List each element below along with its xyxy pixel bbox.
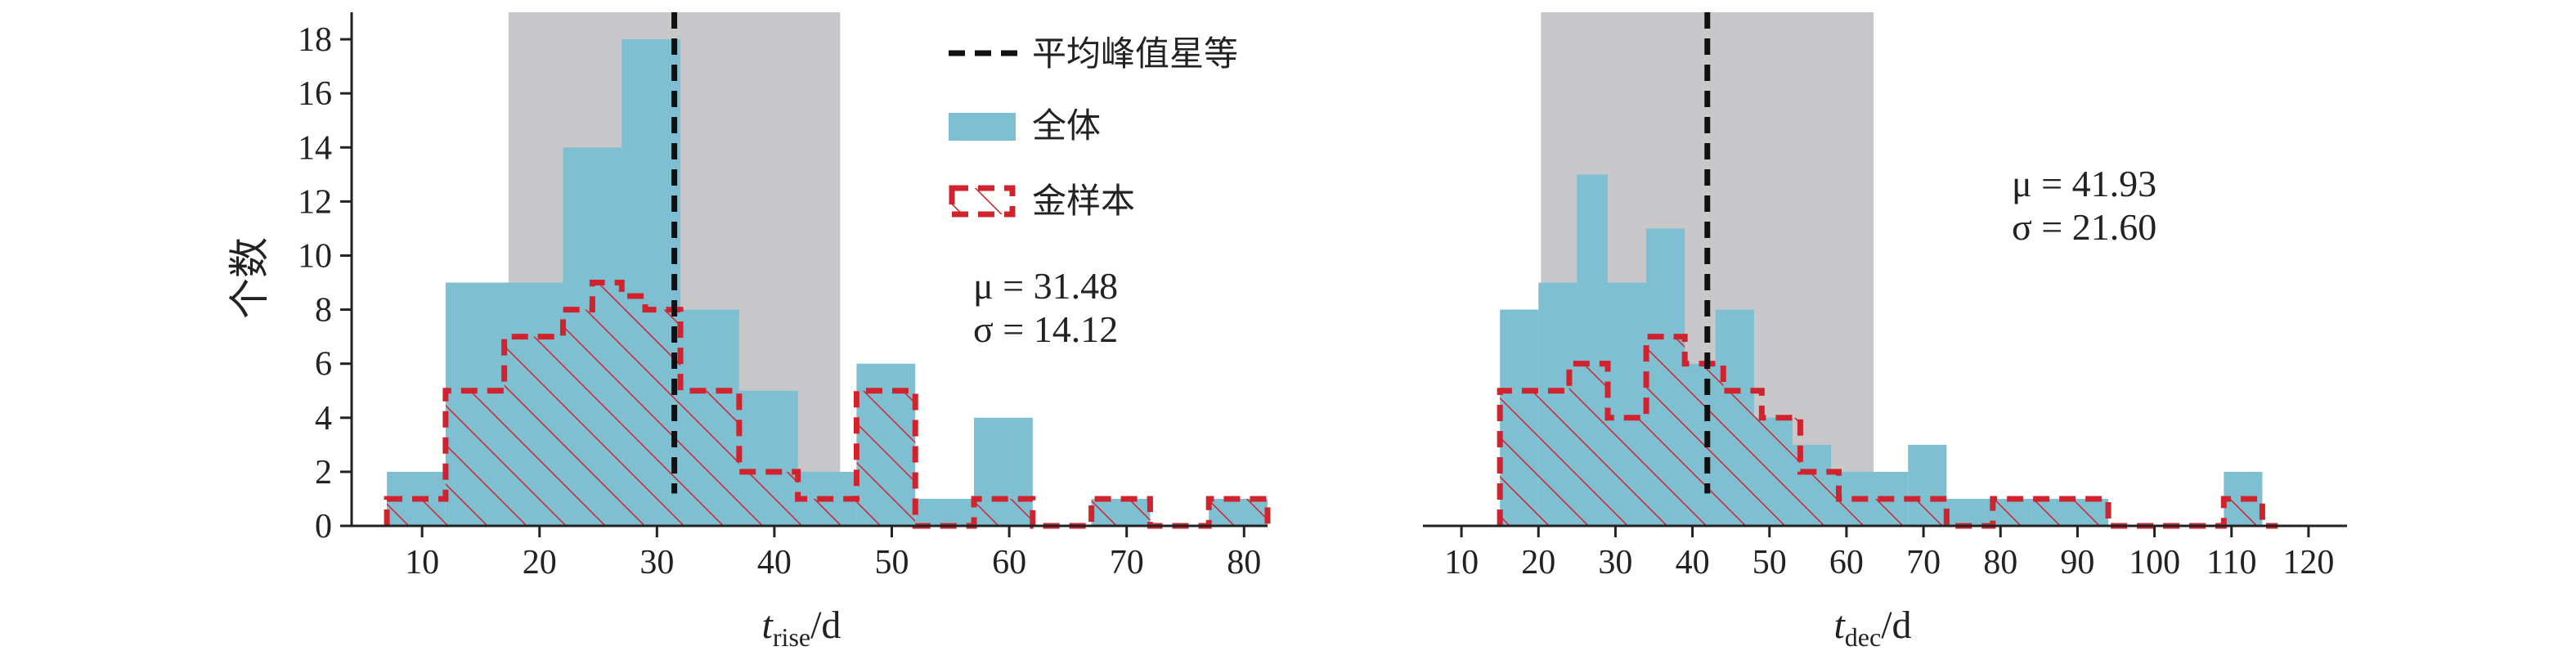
gold-sample-bar <box>1500 390 1569 526</box>
gold-sample-bar <box>504 336 563 526</box>
decline-time-histogram: 10 20 30 40 50 60 70 80 90 100 110 120 <box>1423 12 2347 581</box>
x-tick-label: 90 <box>2060 544 2094 581</box>
x-tick-label: 80 <box>1227 544 1261 581</box>
gold-sample-bar <box>1568 363 1608 526</box>
gold-sample-bar <box>1608 417 1647 526</box>
x-tick-label: 30 <box>1598 544 1632 581</box>
y-tick-label: 2 <box>315 454 332 492</box>
x-tick-label: 70 <box>1110 544 1144 581</box>
y-tick-label: 0 <box>315 508 332 546</box>
gold-sample-bar <box>1209 498 1268 526</box>
gold-sample-bar <box>1992 498 2109 526</box>
gold-sample-bar <box>445 390 505 526</box>
x-tick-label: 20 <box>523 544 557 581</box>
legend: 平均峰值星等 全体 金样本 <box>949 34 1238 221</box>
y-tick-label: 18 <box>298 21 332 59</box>
x-tick-label: 120 <box>2282 544 2334 581</box>
gold-sample-bars <box>384 280 1271 529</box>
sigma-stat-left: σ = 14.12 <box>973 308 1118 350</box>
x-axis-label-rise: trise/d <box>762 604 841 652</box>
sigma-stat-right: σ = 21.60 <box>2012 206 2156 248</box>
x-tick-label: 60 <box>1829 544 1864 581</box>
x-tick-label: 60 <box>992 544 1026 581</box>
x-tick-label: 70 <box>1906 544 1941 581</box>
x-tick-label: 10 <box>405 544 439 581</box>
gold-sample-outline <box>384 280 1271 529</box>
x-tick-label: 10 <box>1444 544 1479 581</box>
mean-stat-right: μ = 41.93 <box>2012 163 2156 204</box>
gold-sample-bar <box>1723 390 1762 526</box>
y-axis-label: 个数 <box>226 237 273 319</box>
gold-sample-bar <box>797 498 857 526</box>
x-tick-label: 50 <box>1752 544 1787 581</box>
gold-sample-bar <box>1761 417 1801 526</box>
gold-sample-bar <box>856 390 916 526</box>
legend-gold-swatch <box>949 185 1016 218</box>
mean-stat-left: μ = 31.48 <box>973 265 1118 307</box>
y-tick-label: 14 <box>298 129 332 167</box>
rise-time-histogram: 10 20 30 40 50 60 70 80 0 2 4 6 8 10 12 14 16 18 <box>298 12 1271 581</box>
axes <box>1423 524 2347 537</box>
gold-sample-bar <box>2224 498 2263 526</box>
x-tick-label: 20 <box>1521 544 1555 581</box>
legend-gold-label: 金样本 <box>1032 181 1135 221</box>
x-tick-label: 30 <box>640 544 674 581</box>
x-tick-label: 40 <box>1676 544 1710 581</box>
legend-all-label: 全体 <box>1032 106 1101 146</box>
gold-sample-bar <box>1091 498 1151 526</box>
x-tick-labels: 10 20 30 40 50 60 70 80 90 100 110 120 <box>1444 544 2334 581</box>
y-tick-label: 8 <box>315 292 332 330</box>
x-axis-label-dec: tdec/d <box>1833 604 1911 652</box>
gold-sample-bar <box>622 296 645 526</box>
y-tick-label: 4 <box>315 400 332 438</box>
x-tick-label: 50 <box>875 544 909 581</box>
y-tick-label: 16 <box>298 75 332 113</box>
y-tick-labels: 0 2 4 6 8 10 12 14 16 18 <box>298 21 332 546</box>
legend-all-swatch <box>949 113 1016 141</box>
gold-sample-bar <box>1800 471 1839 526</box>
x-tick-label: 110 <box>2206 544 2256 581</box>
x-tick-label: 80 <box>1983 544 2017 581</box>
axes <box>340 12 1268 537</box>
all-sample-bar <box>1946 498 1986 526</box>
x-tick-label: 100 <box>2129 544 2180 581</box>
all-sample-bar <box>915 498 975 526</box>
gold-sample-bar <box>680 390 739 526</box>
gold-sample-bar <box>387 498 446 526</box>
legend-mean-label: 平均峰值星等 <box>1032 34 1238 74</box>
gold-sample-bar <box>592 282 622 526</box>
x-tick-label: 40 <box>757 544 792 581</box>
gold-sample-bar <box>738 471 798 526</box>
gold-sample-bar <box>974 498 1033 526</box>
x-tick-labels: 10 20 30 40 50 60 70 80 <box>405 544 1261 581</box>
gold-sample-bar <box>1838 498 1947 526</box>
y-tick-label: 6 <box>315 346 332 384</box>
gold-sample-bar <box>1685 363 1724 526</box>
y-tick-label: 12 <box>298 183 332 221</box>
y-tick-label: 10 <box>298 237 332 275</box>
gold-sample-bar <box>563 309 593 526</box>
gold-sample-bar <box>1646 336 1685 526</box>
